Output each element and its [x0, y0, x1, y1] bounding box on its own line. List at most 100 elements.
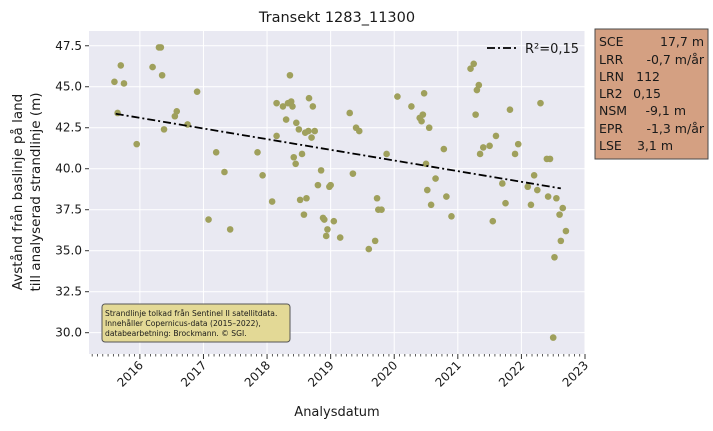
y-axis-label-line-1: Avstånd från baslinje på land [9, 94, 26, 290]
data-point [268, 198, 276, 205]
data-point [173, 108, 181, 115]
data-point [320, 216, 328, 223]
data-point [549, 334, 557, 341]
stats-key-nsm: NSM [599, 103, 627, 118]
data-point [330, 217, 338, 225]
stats-value-epr: -1,3 m/år [646, 121, 704, 136]
data-point [336, 234, 344, 241]
legend: R²=0,15 [487, 42, 579, 57]
data-point [365, 245, 373, 253]
data-point [427, 201, 435, 209]
data-point [254, 149, 261, 156]
data-point [551, 253, 558, 261]
data-point [282, 116, 290, 123]
data-point [324, 226, 331, 233]
data-point [373, 194, 381, 202]
note-line-3: databearbetning: Brockmann. © SGI. [105, 329, 247, 338]
data-point [226, 226, 234, 233]
data-point [511, 150, 519, 158]
data-point [425, 124, 433, 132]
x-tick-label: 2018 [242, 358, 273, 389]
data-point [506, 106, 514, 114]
data-point [530, 171, 538, 179]
data-point [355, 127, 363, 135]
y-tick-label: 40.0 [55, 162, 82, 176]
data-point [295, 126, 303, 133]
stats-key-lse: LSE [599, 138, 622, 153]
data-point [378, 206, 385, 214]
data-point [303, 194, 310, 202]
trend-line [115, 112, 561, 190]
data-point [292, 160, 299, 168]
data-point [157, 44, 165, 51]
data-point [273, 132, 280, 140]
data-point [308, 134, 315, 141]
data-point [544, 193, 552, 200]
data-point [158, 71, 166, 79]
data-point [346, 109, 354, 117]
data-point [279, 103, 287, 110]
data-point [499, 180, 506, 187]
x-tick-label: 2022 [496, 358, 527, 389]
y-tick-label: 37.5 [55, 203, 82, 217]
data-point [479, 144, 487, 151]
data-point [420, 90, 428, 97]
data-point [514, 140, 522, 148]
data-point [117, 62, 125, 69]
data-point [556, 211, 563, 218]
stats-key-lr2: LR2 [599, 86, 623, 101]
stats-box-background [594, 28, 709, 160]
data-point [448, 212, 455, 220]
data-point [470, 60, 478, 68]
data-point [149, 63, 156, 71]
chart-title: Transekt 1283_11300 [258, 10, 415, 26]
x-tick-label: 2017 [178, 358, 209, 389]
stats-key-lrn: LRN [599, 69, 624, 84]
data-point [559, 204, 567, 212]
note-line-1: Strandlinje tolkad från Sentinel II sate… [105, 309, 277, 318]
data-point [383, 150, 390, 158]
data-point [322, 232, 330, 240]
x-tick-label: 2021 [432, 358, 463, 389]
data-point [133, 140, 140, 148]
data-point [293, 119, 300, 127]
data-point [443, 193, 450, 200]
data-point [472, 111, 479, 118]
data-point [311, 127, 319, 135]
data-point [524, 183, 532, 191]
stats-value-lrr: -0,7 m/år [646, 52, 704, 67]
data-point [300, 211, 308, 218]
data-point [309, 103, 317, 110]
y-tick-label: 47.5 [55, 39, 82, 53]
stats-box: SCE 17,7 m LRR -0,7 m/år LRN 112 LR2 0,1… [594, 28, 709, 160]
data-point [298, 150, 306, 158]
data-point [467, 65, 474, 73]
y-tick-label: 42.5 [55, 121, 82, 135]
data-point [290, 153, 298, 161]
y-tick-label: 32.5 [55, 285, 82, 299]
stats-value-nsm: -9,1 m [645, 103, 686, 118]
x-tick-label: 2016 [114, 358, 145, 389]
stats-value-lse: 3,1 m [637, 138, 673, 153]
x-axis-ticks: 2016 2017 2018 2019 2020 2021 2022 2023 [114, 354, 591, 390]
data-point [408, 103, 415, 110]
data-point [394, 93, 401, 100]
legend-label: R²=0,15 [525, 42, 579, 57]
plot-area [89, 31, 585, 354]
data-point [553, 194, 560, 202]
data-point [537, 99, 544, 107]
data-point [305, 94, 313, 102]
data-point [502, 199, 509, 207]
data-points [111, 44, 570, 341]
data-point [327, 181, 334, 189]
data-point [557, 237, 565, 245]
data-point [534, 186, 541, 194]
data-point [212, 149, 220, 156]
data-point [273, 99, 280, 107]
data-point [205, 216, 212, 223]
data-point [120, 80, 128, 87]
data-point [349, 170, 357, 177]
data-point [289, 103, 296, 110]
data-point [527, 201, 535, 209]
